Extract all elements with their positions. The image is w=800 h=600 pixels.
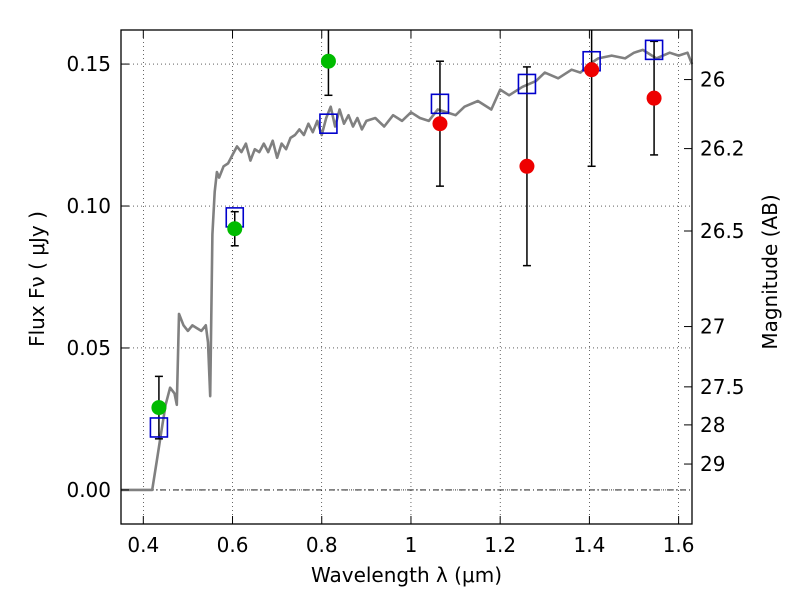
magnitude-tick-labels: 26 26.2 26.5 27 27.5 28 29: [700, 68, 745, 476]
x-tick-label: 1: [405, 533, 418, 557]
detection-point: [320, 53, 336, 69]
spectrum-line: [121, 48, 694, 492]
flux-point: [519, 158, 535, 174]
flux-point: [584, 62, 600, 78]
model-square: [149, 417, 169, 438]
spectrum-series: [121, 48, 694, 492]
flux-point: [646, 90, 662, 106]
x-tick-label: 0.8: [306, 533, 338, 557]
magnitude-tick-label: 27.5: [700, 375, 745, 399]
ticks: [121, 30, 692, 524]
model-square: [319, 113, 338, 134]
magnitude-tick-label: 26.2: [700, 137, 745, 161]
magnitude-tick-label: 28: [700, 413, 725, 437]
detection-point: [227, 221, 243, 237]
magnitude-tick-label: 26: [700, 68, 725, 92]
x-axis-label: Wavelength λ (μm): [311, 563, 502, 587]
x-tick-label: 0.6: [217, 533, 249, 557]
magnitude-tick-label: 26.5: [700, 219, 745, 243]
x-tick-label: 1.4: [573, 533, 605, 557]
flux-points: [151, 53, 662, 416]
y-tick-label: 0.00: [66, 478, 111, 502]
magnitude-tick-label: 29: [700, 452, 725, 476]
y-tick-label: 0.10: [66, 194, 111, 218]
x-tick-label: 1.2: [484, 533, 516, 557]
model-squares: [149, 39, 664, 438]
magnitude-axis-label: Magnitude (AB): [758, 194, 782, 349]
model-square: [517, 73, 537, 95]
magnitude-tick-label: 27: [700, 315, 725, 339]
model-square: [430, 93, 450, 115]
y-tick-label: 0.05: [66, 336, 111, 360]
grid: [121, 30, 692, 524]
flux-point: [432, 116, 448, 132]
plot-frame: [120, 29, 693, 525]
detection-point: [151, 400, 167, 416]
y-tick-labels: 0.00 0.05 0.10 0.15: [66, 52, 111, 502]
x-tick-label: 1.6: [663, 533, 695, 557]
y-tick-label: 0.15: [66, 52, 111, 76]
x-tick-labels: 0.4 0.6 0.8 1 1.2 1.4 1.6: [127, 533, 694, 557]
y-axis-label: Flux Fν ( μJy ): [25, 211, 49, 347]
x-tick-label: 0.4: [127, 533, 159, 557]
model-square: [644, 39, 664, 61]
